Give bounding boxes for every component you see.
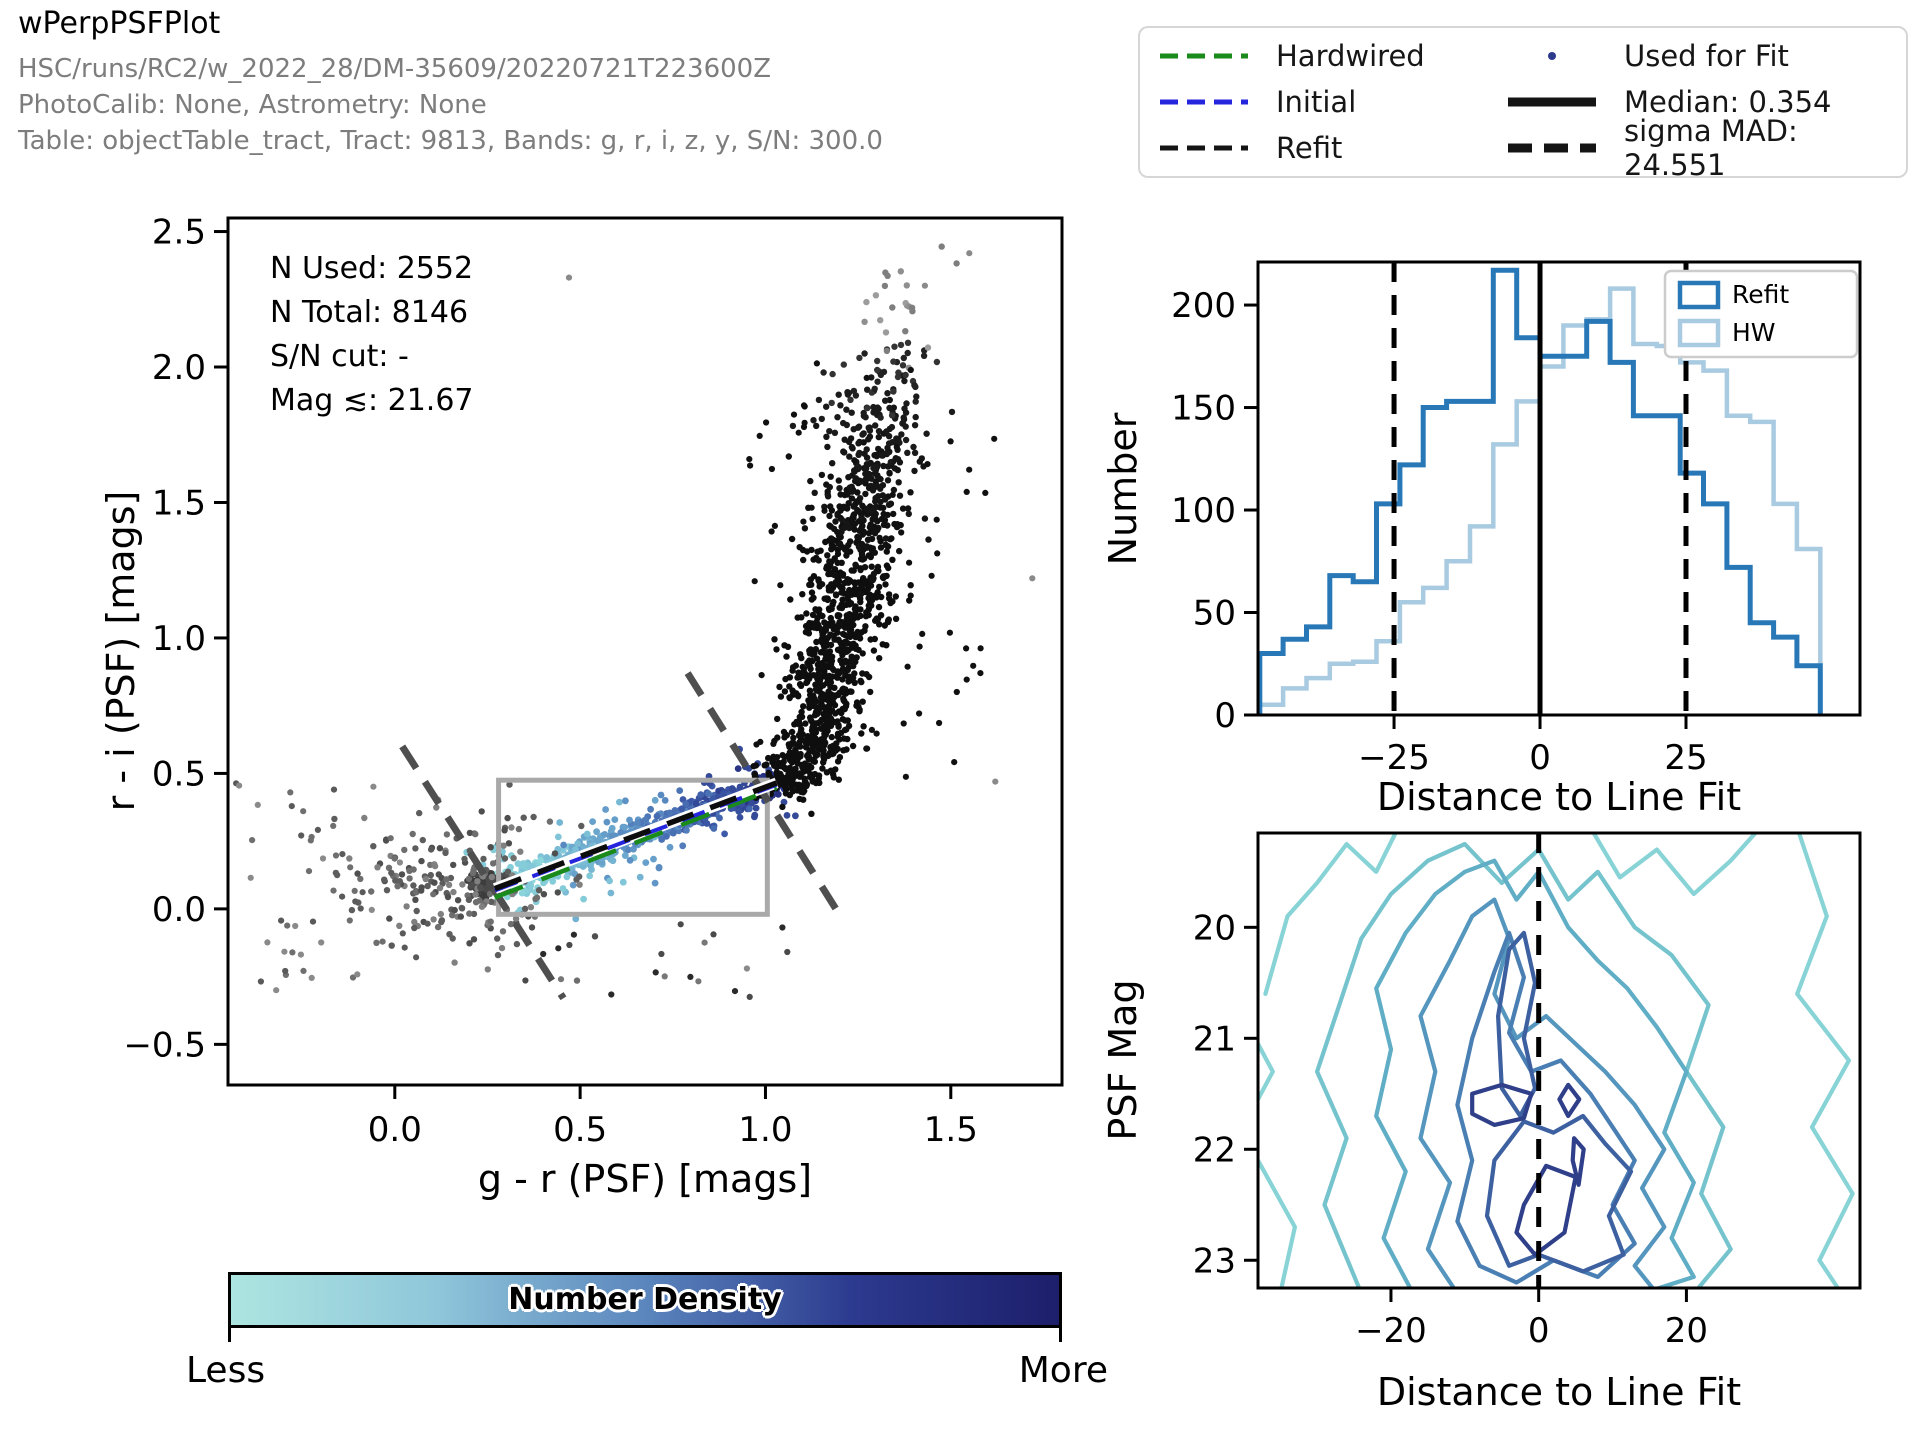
colorbar-less-label: Less	[186, 1350, 266, 1391]
stat-n-used: N Used: 2552	[270, 251, 473, 286]
stat-sn-cut: S/N cut: -	[270, 339, 409, 374]
scatter-ylabel: r - i (PSF) [mags]	[100, 491, 143, 812]
hist-legend-hw-swatch	[1677, 318, 1721, 348]
hist-legend-refit-label: Refit	[1732, 280, 1789, 309]
svg-text:0.5: 0.5	[553, 1110, 607, 1150]
colorbar-gradient	[228, 1272, 1062, 1328]
refit-fit-line	[493, 780, 778, 892]
refit-label: Refit	[1276, 131, 1343, 165]
hardwired-label: Hardwired	[1276, 39, 1425, 73]
colorbar-title: Number Density	[508, 1282, 782, 1317]
calib-subtitle: PhotoCalib: None, Astrometry: None	[18, 90, 487, 120]
svg-text:50: 50	[1193, 594, 1236, 634]
scatter-stats-text: N Used: 2552 N Total: 8146 S/N cut: - Ma…	[270, 251, 474, 418]
color-color-scatter-plot: r - i (PSF) [mags] g - r (PSF) [mags] N …	[100, 213, 1064, 1201]
svg-text:−20: −20	[1355, 1311, 1427, 1351]
svg-text:1.5: 1.5	[152, 483, 206, 523]
svg-text:0.0: 0.0	[368, 1110, 422, 1150]
used-for-fit-label: Used for Fit	[1624, 39, 1789, 73]
svg-text:21: 21	[1193, 1019, 1236, 1059]
hist-ylabel: Number	[1101, 412, 1145, 565]
used-for-fit-dot-icon	[1506, 36, 1624, 76]
colorbar-tick-left	[228, 1328, 231, 1342]
svg-text:1.0: 1.0	[152, 619, 206, 659]
scatter-xlabel: g - r (PSF) [mags]	[478, 1157, 812, 1201]
median-label: Median: 0.354	[1624, 85, 1832, 119]
colorbar-more-label: More	[1018, 1350, 1108, 1391]
svg-text:0: 0	[1528, 1311, 1550, 1351]
hist-legend: Refit HW	[1663, 269, 1859, 359]
fit-region-box	[496, 777, 770, 917]
hardwired-fit-line	[494, 785, 778, 900]
stat-mag-cut: Mag ≲: 21.67	[270, 383, 474, 418]
svg-text:20: 20	[1193, 908, 1236, 948]
run-path-subtitle: HSC/runs/RC2/w_2022_28/DM-35609/20220721…	[18, 54, 772, 84]
initial-line-icon	[1158, 82, 1276, 122]
svg-text:0: 0	[1214, 696, 1236, 736]
contour-xlabel: Distance to Line Fit	[1377, 1370, 1741, 1414]
svg-text:100: 100	[1171, 491, 1236, 531]
colorbar-tick-right	[1059, 1328, 1062, 1342]
svg-text:0: 0	[1529, 738, 1551, 778]
stat-n-total: N Total: 8146	[270, 295, 468, 330]
sigma-mad-label: sigma MAD: 24.551	[1624, 114, 1798, 182]
page-title: wPerpPSFPlot	[18, 6, 221, 41]
hist-xlabel: Distance to Line Fit	[1377, 775, 1741, 819]
sigma-mad-line-icon	[1506, 128, 1624, 168]
svg-text:1.0: 1.0	[738, 1110, 792, 1150]
psf-mag-contour-plot: PSF Mag Distance to Line Fit −20 0 20 20 21 2…	[1101, 831, 1862, 1414]
svg-text:0.5: 0.5	[152, 754, 206, 794]
svg-text:2.5: 2.5	[152, 213, 206, 253]
svg-text:−0.5: −0.5	[123, 1025, 206, 1065]
number-density-colorbar: Number Density Less More	[186, 1272, 1108, 1392]
hardwired-line-icon	[1158, 36, 1276, 76]
svg-text:200: 200	[1171, 286, 1236, 326]
median-line-icon	[1506, 82, 1624, 122]
svg-text:22: 22	[1193, 1130, 1236, 1170]
initial-label: Initial	[1276, 85, 1357, 119]
figure-header: wPerpPSFPlot HSC/runs/RC2/w_2022_28/DM-3…	[18, 6, 883, 159]
contour-plot-area: −20 0 20 20 21 22 23	[1193, 831, 1862, 1351]
hist-legend-refit-swatch	[1677, 280, 1721, 310]
contour-lines	[1258, 833, 1855, 1288]
svg-text:23: 23	[1193, 1241, 1236, 1281]
svg-text:25: 25	[1664, 738, 1707, 778]
svg-text:2.0: 2.0	[152, 348, 206, 388]
svg-text:−25: −25	[1358, 738, 1430, 778]
figure-legend: Hardwired Used for Fit Initial Median: 0…	[1138, 26, 1908, 182]
hist-legend-hw-label: HW	[1732, 318, 1776, 347]
svg-text:150: 150	[1171, 389, 1236, 429]
perpendicular-cut-line	[399, 744, 567, 1001]
svg-text:20: 20	[1665, 1311, 1708, 1351]
distance-histogram-plot: Number Distance to Line Fit −25 0 25 0 50 100…	[1101, 260, 1862, 819]
refit-line-icon	[1158, 128, 1276, 168]
svg-text:1.5: 1.5	[924, 1110, 978, 1150]
fit-overlays	[399, 671, 839, 1001]
contour-ylabel: PSF Mag	[1101, 979, 1145, 1140]
table-subtitle: Table: objectTable_tract, Tract: 9813, B…	[18, 126, 883, 156]
svg-text:0.0: 0.0	[152, 890, 206, 930]
